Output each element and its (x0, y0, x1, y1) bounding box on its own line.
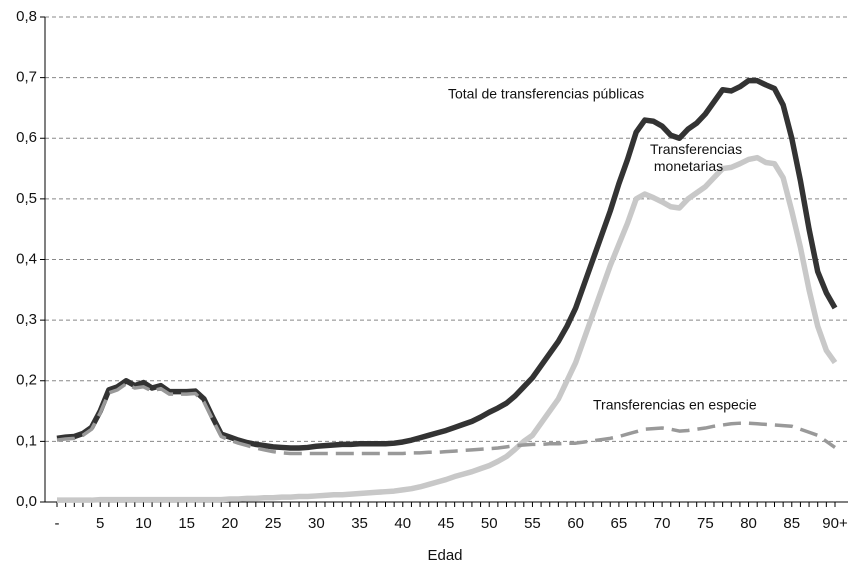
y-tick-label: 0,0 (16, 493, 37, 510)
x-tick-label: 55 (524, 515, 541, 532)
x-tick-label: 15 (178, 515, 195, 532)
x-tick-label: 85 (783, 515, 800, 532)
y-tick-label: 0,8 (16, 8, 37, 25)
y-tick-label: 0,1 (16, 432, 37, 449)
series-line (56, 77, 838, 451)
x-tick-label: 20 (222, 515, 239, 532)
x-tick-label: 40 (394, 515, 411, 532)
x-tick-label: 70 (654, 515, 671, 532)
series-line (57, 154, 838, 503)
series-label: Transferencias monetarias (650, 141, 742, 174)
x-tick-label: 45 (438, 515, 455, 532)
x-tick-label: 10 (135, 515, 152, 532)
x-tick-label: 75 (697, 515, 714, 532)
y-tick-label: 0,5 (16, 190, 37, 207)
series-label: Transferencias en especie (593, 397, 757, 413)
y-tick-label: 0,6 (16, 129, 37, 146)
x-tick-label: 80 (740, 515, 757, 532)
y-tick-label: 0,7 (16, 69, 37, 86)
x-tick-label: 65 (611, 515, 628, 532)
x-tick-label: 50 (481, 515, 498, 532)
x-tick-label: 5 (96, 515, 104, 532)
series-line (56, 382, 837, 456)
x-tick-label: 25 (265, 515, 282, 532)
x-axis-label: Edad (427, 547, 462, 564)
x-tick-label: 60 (567, 515, 584, 532)
y-tick-label: 0,2 (16, 372, 37, 389)
x-tick-label: 90+ (822, 515, 848, 532)
x-tick-label: 30 (308, 515, 325, 532)
x-tick-label: 35 (351, 515, 368, 532)
y-tick-label: 0,4 (16, 250, 37, 267)
x-tick-label: - (55, 515, 60, 532)
series-label: Total de transferencias públicas (448, 86, 644, 102)
y-tick-label: 0,3 (16, 311, 37, 328)
